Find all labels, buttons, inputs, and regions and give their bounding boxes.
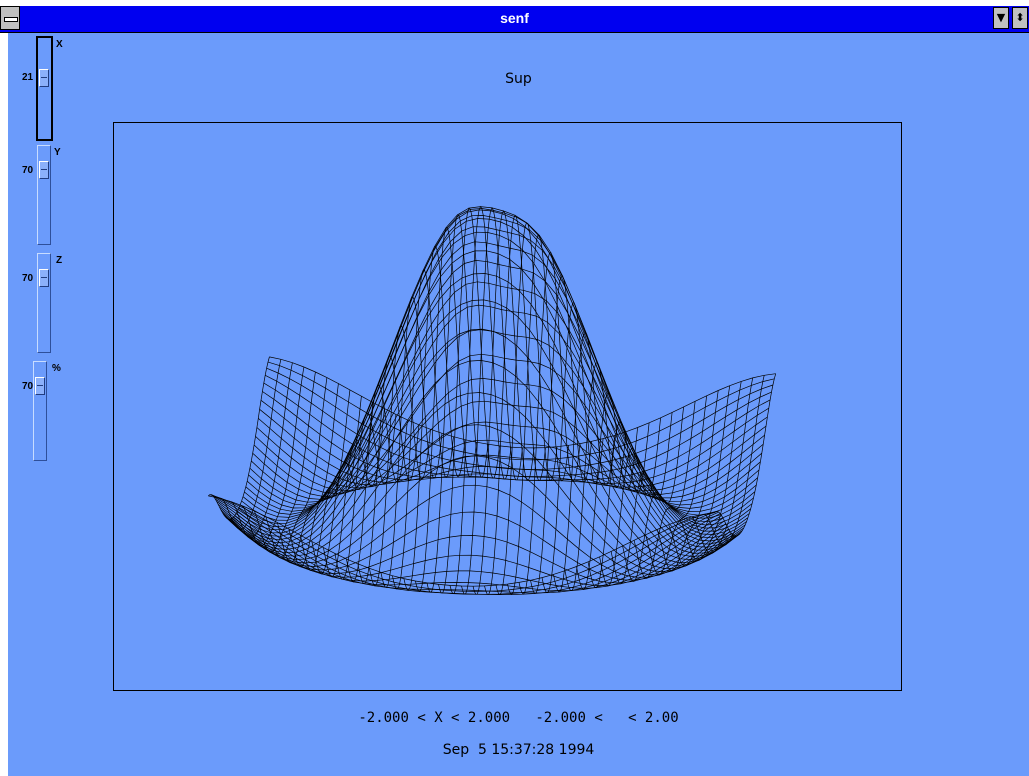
surface-mesh-line xyxy=(224,424,732,572)
surface-mesh-line xyxy=(228,328,736,563)
slider-z-thumb[interactable] xyxy=(39,269,49,287)
surface-mesh-line xyxy=(215,498,722,592)
slider-y-track[interactable] xyxy=(37,145,51,245)
surface-mesh-line xyxy=(216,501,724,589)
surface-mesh-line xyxy=(256,427,764,499)
slider-x-value: 21 xyxy=(22,72,34,83)
surface-mesh-line xyxy=(267,361,775,461)
surface-mesh-line xyxy=(239,208,747,539)
surface-mesh-line xyxy=(246,281,754,523)
surface-mesh-line xyxy=(245,260,753,526)
timestamp-text: Sep 5 15:37:28 1994 xyxy=(442,742,595,758)
slider-z-track[interactable] xyxy=(37,253,51,353)
surface-mesh-line xyxy=(495,222,558,596)
surface-mesh-line xyxy=(219,506,726,584)
slider-x: 21 X xyxy=(8,33,78,143)
surface-mesh-line xyxy=(269,356,776,449)
slider-percent-track[interactable] xyxy=(33,361,47,461)
surface-mesh-line xyxy=(244,241,751,529)
slider-x-label: X xyxy=(56,39,63,50)
surface-mesh-line xyxy=(234,231,742,551)
surface-mesh-line xyxy=(263,382,771,481)
title-bar[interactable]: senf ▼ ⬍ xyxy=(0,6,1029,33)
slider-z: 70 Z xyxy=(8,253,78,357)
surface-mesh-line xyxy=(237,209,744,545)
slider-y-label: Y xyxy=(54,147,61,158)
surface-mesh-line xyxy=(223,455,731,575)
surface-mesh-line xyxy=(213,496,721,594)
surface-mesh-line xyxy=(258,418,765,495)
slider-percent: 70 % xyxy=(8,361,78,465)
window-title: senf xyxy=(500,10,529,26)
slider-z-label: Z xyxy=(56,255,63,266)
slider-y-value: 70 xyxy=(22,165,34,176)
surface-mesh-line xyxy=(255,421,763,502)
surface-mesh-line xyxy=(230,299,738,560)
surface-mesh-line xyxy=(472,210,535,595)
slider-y-thumb[interactable] xyxy=(39,161,49,179)
surface-mesh-line xyxy=(288,389,351,568)
surface-mesh-line xyxy=(210,494,718,595)
restore-icon[interactable]: ⬍ xyxy=(1012,7,1028,29)
system-menu-icon[interactable] xyxy=(0,6,20,30)
slider-z-value: 70 xyxy=(22,273,34,284)
slider-percent-thumb[interactable] xyxy=(35,377,45,395)
surface-mesh-line xyxy=(262,391,769,484)
surface-mesh-line xyxy=(484,214,546,595)
surface-mesh-line xyxy=(208,495,715,587)
surface-mesh-line xyxy=(235,218,743,548)
surface-mesh-line xyxy=(231,273,739,557)
surface-mesh-line xyxy=(242,226,750,532)
surface-mesh-line xyxy=(461,207,523,595)
client-area: 21 X 70 Y 70 Z 70 xyxy=(8,33,1029,776)
plot-title: Sup xyxy=(505,71,532,87)
surface-mesh-line xyxy=(251,353,758,512)
screen-edge xyxy=(0,0,1029,6)
surface-mesh-line xyxy=(238,206,746,542)
surface-mesh-line xyxy=(233,250,740,554)
slider-percent-label: % xyxy=(52,363,61,374)
slider-x-thumb[interactable] xyxy=(39,69,49,87)
surface-mesh-line xyxy=(541,302,604,594)
surface-mesh-line xyxy=(221,484,729,578)
window-left-edge xyxy=(0,33,8,776)
surface-mesh-plot xyxy=(208,205,777,596)
surface-mesh-line xyxy=(380,296,443,588)
surface-mesh-line xyxy=(227,360,735,567)
surface-mesh-line xyxy=(208,356,270,520)
chevron-down-icon[interactable]: ▼ xyxy=(993,7,1009,29)
plot-frame xyxy=(113,122,902,691)
slider-percent-value: 70 xyxy=(22,381,34,392)
surface-mesh-line xyxy=(209,494,717,592)
slider-y: 70 Y xyxy=(8,145,78,249)
axis-range-text: -2.000 < X < 2.000 -2.000 < < 2.00 xyxy=(358,710,679,726)
slider-x-track[interactable] xyxy=(36,36,53,141)
surface-mesh-line xyxy=(300,396,362,571)
surface-mesh-line xyxy=(217,503,725,586)
